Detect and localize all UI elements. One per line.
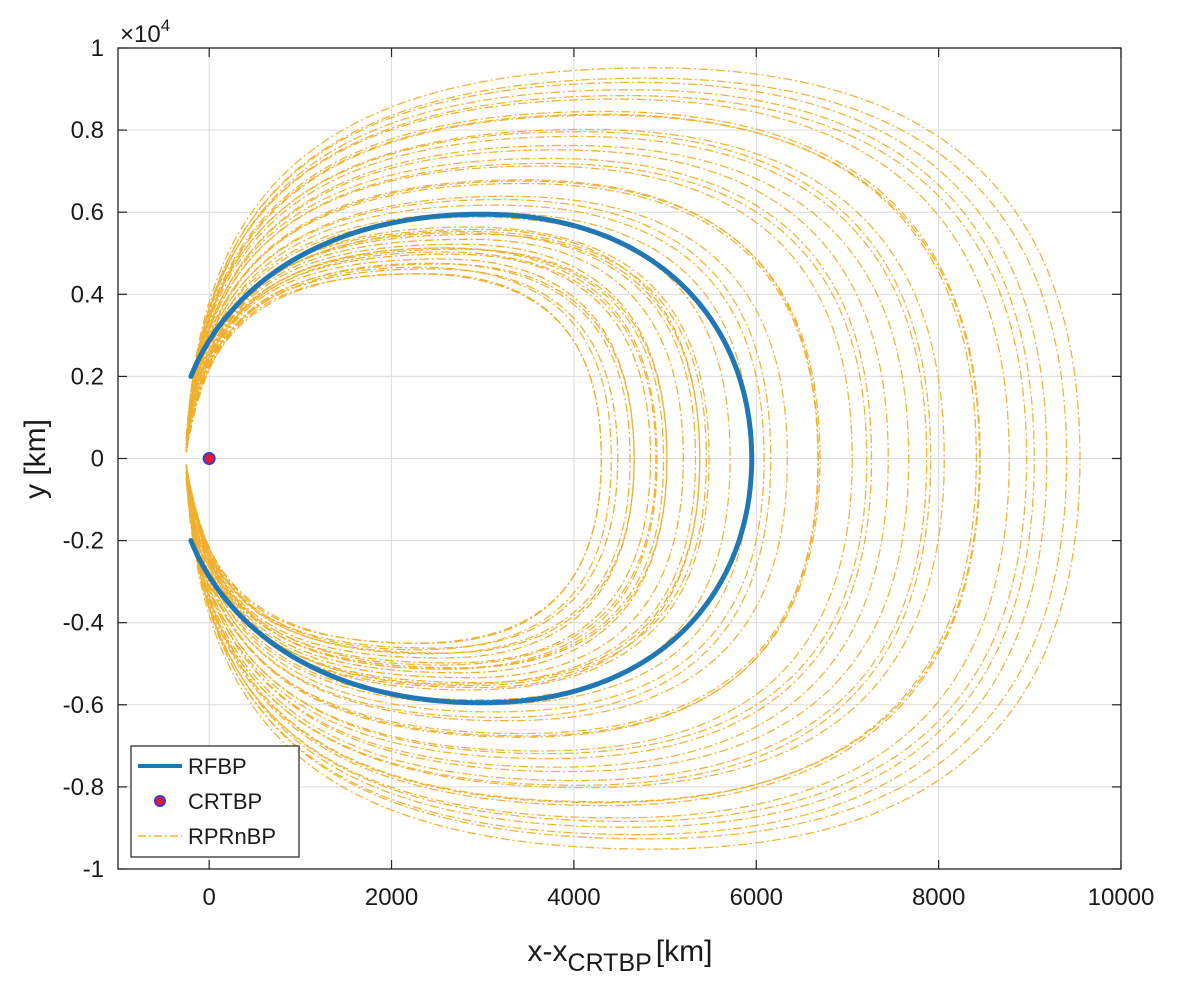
rprnbp-orbit — [185, 131, 932, 786]
rprnbp-orbit — [185, 89, 1035, 828]
rprnbp-orbit — [185, 198, 772, 719]
y-exponent-label: ×104 — [120, 16, 170, 48]
rprnbp-inner-orbit — [185, 243, 668, 674]
x-tick-label: 8000 — [912, 884, 965, 911]
rprnbp-orbit — [185, 114, 981, 803]
rprnbp-orbit — [185, 165, 853, 752]
y-tick-label: -0.8 — [63, 774, 104, 801]
y-tick-label: 1 — [91, 35, 104, 62]
axes-frame — [117, 47, 1122, 870]
y-tick-label: -0.6 — [63, 692, 104, 719]
y-tick-label: 0.8 — [71, 117, 104, 144]
x-axis-label: x-xCRTBP [km] — [528, 935, 713, 977]
x-tick-label: 10000 — [1088, 884, 1155, 911]
x-tick-label: 0 — [203, 884, 216, 911]
y-tick-label: 0.2 — [71, 363, 104, 390]
rprnbp-orbit — [185, 94, 1028, 823]
crtbp-series — [202, 452, 216, 465]
rprnbp-orbit — [185, 144, 910, 773]
rprnbp-orbit — [185, 149, 889, 768]
rprnbp-inner-orbit — [185, 268, 619, 649]
rprnbp-inner-orbit — [185, 248, 668, 669]
rprnbp-inner-orbit — [185, 263, 635, 654]
legend-rfbp-label: RFBP — [188, 754, 247, 779]
y-tick-labels: -1 -0.8 -0.6 -0.4 -0.2 0 0.2 0.4 0.6 0.8 1 — [63, 35, 104, 883]
rprnbp-orbit — [185, 179, 820, 738]
y-tick-label: 0.4 — [71, 281, 104, 308]
rprnbp-orbit — [185, 67, 1081, 850]
rprnbp-orbit — [185, 204, 765, 713]
rprnbp-series — [185, 67, 1081, 850]
rprnbp-orbit — [185, 81, 1048, 836]
y-tick-label: -0.4 — [63, 610, 104, 637]
rprnbp-orbit — [185, 230, 708, 687]
rprnbp-orbit — [185, 110, 981, 807]
rprnbp-orbit — [185, 266, 612, 651]
rprnbp-inner-orbit — [185, 238, 684, 679]
rprnbp-inner-orbit — [185, 233, 701, 684]
rfbp-orbit-line — [188, 211, 755, 706]
x-tick-label: 6000 — [730, 884, 783, 911]
rprnbp-orbit — [185, 135, 928, 782]
legend: RFBP CRTBP RPRnBP — [130, 745, 300, 858]
y-tick-label: -0.2 — [63, 528, 104, 555]
rprnbp-inner-orbit — [185, 273, 602, 644]
rprnbp-orbit — [185, 77, 1068, 840]
rprnbp-inner-orbit — [185, 253, 652, 664]
crtbp-point — [202, 452, 216, 465]
y-tick-label: 0.6 — [71, 199, 104, 226]
grid-layer — [118, 47, 1122, 870]
y-tick-label: -1 — [83, 856, 104, 883]
x-tick-label: 4000 — [547, 884, 600, 911]
x-tick-label: 2000 — [365, 884, 418, 911]
y-tick-label: 0 — [91, 446, 104, 473]
rprnbp-orbit — [185, 98, 1010, 819]
legend-crtbp-swatch — [154, 795, 166, 807]
rprnbp-orbit — [185, 180, 821, 737]
rprnbp-inner-orbit — [185, 258, 635, 659]
rprnbp-orbit — [185, 113, 977, 804]
rprnbp-orbit — [185, 162, 868, 755]
rprnbp-orbit — [185, 128, 945, 789]
rfbp-series — [188, 211, 755, 706]
rprnbp-orbit — [185, 157, 873, 760]
rprnbp-orbit — [185, 251, 657, 666]
rprnbp-orbit — [185, 262, 631, 655]
y-axis-label: y [km] — [19, 419, 52, 499]
legend-rprnbp-label: RPRnBP — [188, 824, 276, 849]
x-tick-labels: 0 2000 4000 6000 8000 10000 — [203, 884, 1155, 911]
rprnbp-orbit — [185, 195, 788, 722]
legend-crtbp-label: CRTBP — [188, 789, 262, 814]
